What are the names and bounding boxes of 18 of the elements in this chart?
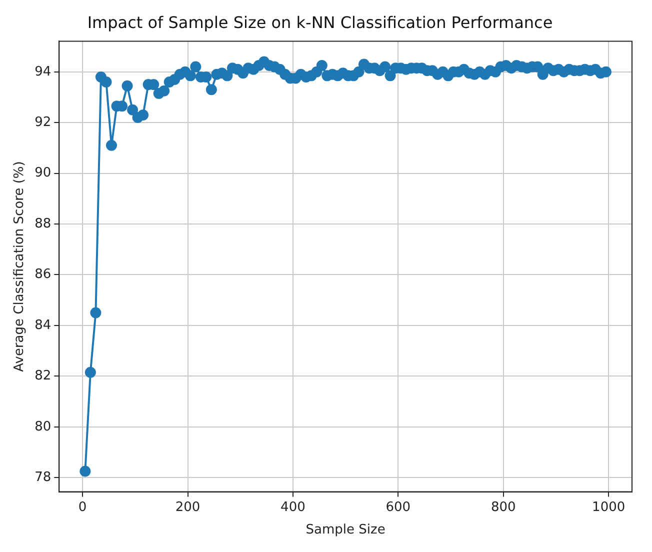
chart-title: Impact of Sample Size on k-NN Classification Performance bbox=[87, 12, 553, 32]
x-tick-label: 600 bbox=[386, 500, 411, 515]
y-axis-title: Average Classification Score (%) bbox=[12, 161, 28, 372]
x-tick-label: 400 bbox=[280, 500, 306, 515]
x-tick-label: 200 bbox=[175, 500, 200, 515]
y-tick-label: 90 bbox=[34, 166, 52, 181]
y-tick-label: 82 bbox=[34, 368, 52, 384]
y-tick-label: 86 bbox=[34, 267, 52, 282]
y-tick-label: 92 bbox=[34, 114, 52, 130]
x-axis-title: Sample Size bbox=[306, 522, 386, 538]
y-tick-label: 94 bbox=[34, 64, 52, 80]
y-tick-label: 80 bbox=[34, 419, 52, 434]
y-tick-label: 78 bbox=[34, 470, 52, 485]
x-tick-label: 800 bbox=[490, 500, 516, 515]
y-tick-label: 84 bbox=[34, 318, 52, 333]
x-tick-label: 0 bbox=[78, 500, 87, 515]
y-tick-label: 88 bbox=[34, 216, 52, 232]
x-tick-label: 1000 bbox=[592, 500, 626, 515]
